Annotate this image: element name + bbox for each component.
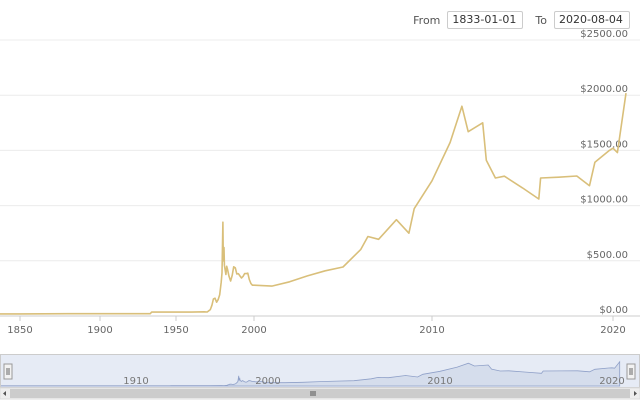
- y-tick-label: $1000.00: [580, 195, 628, 206]
- navigator-left-handle[interactable]: [3, 363, 13, 380]
- x-tick-label: 2000: [241, 325, 266, 336]
- navigator-tick-label: 2010: [427, 376, 452, 387]
- y-tick-label: $0.00: [599, 305, 628, 316]
- x-tick-label: 1850: [7, 325, 32, 336]
- navigator-scrollbar[interactable]: [0, 387, 640, 400]
- x-tick-label: 2020: [600, 325, 625, 336]
- navigator-series: [0, 360, 621, 387]
- navigator-right-handle[interactable]: [626, 363, 636, 380]
- navigator-tick-label: 2020: [599, 376, 624, 387]
- y-tick-label: $500.00: [587, 250, 628, 261]
- from-label: From: [413, 13, 441, 27]
- date-range-selector: From To: [413, 9, 630, 31]
- x-tick-label: 2010: [419, 325, 444, 336]
- navigator-axis-labels: 1910 2000 2010 2020: [123, 376, 624, 387]
- from-date-input[interactable]: [447, 11, 524, 29]
- navigator-tick-label: 1910: [123, 376, 148, 387]
- to-label: To: [535, 13, 547, 27]
- y-tick-label: $2500.00: [580, 29, 628, 40]
- right-arrow-icon[interactable]: [634, 391, 637, 396]
- series-layer: [0, 92, 627, 315]
- to-date-input[interactable]: [554, 11, 630, 29]
- x-tick-label: 1950: [163, 325, 188, 336]
- navigator-background: [0, 354, 640, 388]
- navigator-series-area: [0, 360, 621, 387]
- x-tick-label: 1900: [87, 325, 112, 336]
- scrollbar-thumb[interactable]: [10, 389, 630, 398]
- price-series-line: [0, 92, 627, 315]
- x-axis-labels: 1850 1900 1950 2000 2010 2020: [7, 316, 626, 336]
- price-line-chart: $0.00 $500.00 $1000.00 $1500.00 $2000.00 $250…: [0, 29, 640, 336]
- navigator-tick-label: 2000: [255, 376, 280, 387]
- y-tick-label: $1500.00: [580, 139, 628, 150]
- y-tick-label: $2000.00: [580, 84, 628, 95]
- y-axis-labels: $0.00 $500.00 $1000.00 $1500.00 $2000.00 $250…: [580, 29, 628, 316]
- left-arrow-icon[interactable]: [3, 391, 6, 396]
- grip-lines-icon[interactable]: [310, 391, 316, 396]
- grid-lines: [0, 39, 640, 317]
